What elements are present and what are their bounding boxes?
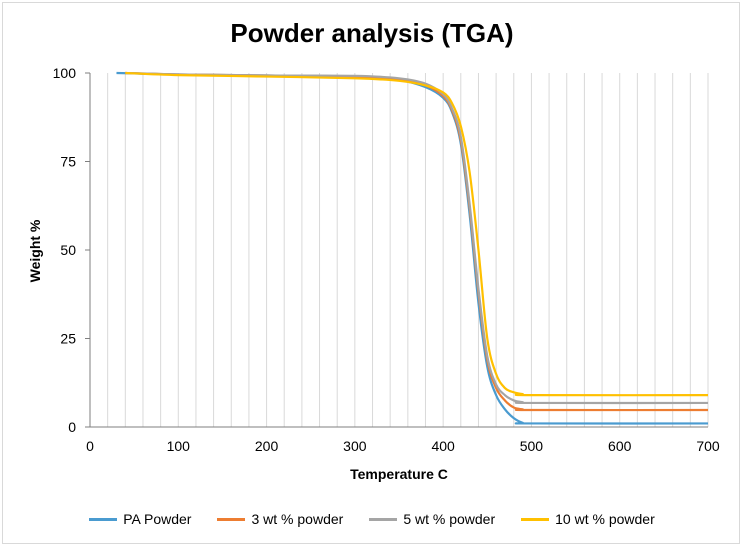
series-lines: [116, 71, 709, 425]
tick-labels: 0 100 200 300 400 500 600 700 0 25 50 75 100: [53, 65, 720, 454]
legend-label: 5 wt % powder: [403, 511, 496, 527]
x-tick-label: 700: [696, 438, 720, 454]
y-axis-title: Weight %: [27, 219, 43, 282]
x-tick-label: 300: [343, 438, 367, 454]
series-line-1: [125, 71, 709, 412]
legend-swatch: [369, 517, 398, 521]
y-tick-label: 100: [53, 65, 77, 81]
legend-label: PA Powder: [123, 511, 192, 527]
x-tick-label: 200: [255, 438, 279, 454]
x-tick-label: 400: [431, 438, 455, 454]
x-tick-label: 500: [520, 438, 544, 454]
legend-label: 3 wt % powder: [251, 511, 344, 527]
series-line-3: [125, 71, 709, 397]
legend-item: 10 wt % powder: [521, 511, 655, 527]
x-tick-label: 100: [167, 438, 191, 454]
legend-swatch: [89, 517, 118, 521]
legend-item: 3 wt % powder: [217, 511, 343, 527]
x-axis-title: Temperature C: [350, 466, 448, 482]
chart-title: Powder analysis (TGA): [230, 18, 514, 48]
y-tick-label: 75: [60, 154, 76, 170]
x-tick-label: 600: [608, 438, 632, 454]
axes: [85, 72, 708, 428]
legend: PA Powder 3 wt % powder 5 wt % powder 10 wt…: [0, 508, 744, 530]
y-tick-label: 50: [60, 242, 76, 258]
y-tick-label: 25: [60, 331, 76, 347]
legend-item: 5 wt % powder: [369, 511, 495, 527]
legend-swatch: [217, 517, 246, 521]
x-tick-label: 0: [86, 438, 94, 454]
y-tick-label: 0: [68, 419, 76, 435]
legend-label: 10 wt % powder: [555, 511, 655, 527]
series-line-2: [125, 71, 709, 405]
grid-lines: [107, 73, 709, 427]
legend-item: PA Powder: [89, 511, 191, 527]
legend-swatch: [521, 517, 550, 521]
